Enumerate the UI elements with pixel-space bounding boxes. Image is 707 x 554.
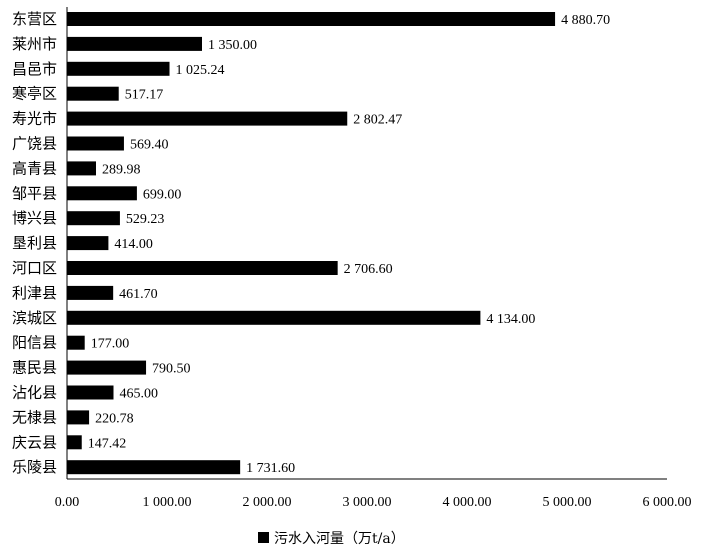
category-label: 乐陵县 [12,458,57,476]
bar [67,36,202,51]
bar [67,360,147,375]
value-label: 1 025.24 [176,63,225,78]
bar [67,12,556,26]
bar [67,111,348,126]
category-label: 东营区 [12,10,57,28]
value-label: 220.78 [95,411,134,426]
bar [67,161,96,176]
category-label: 莱州市 [12,35,57,53]
category-label: 垦利县 [12,234,57,252]
category-label: 寒亭区 [12,85,57,103]
value-label: 517.17 [125,88,164,103]
legend-swatch [258,532,269,543]
category-label: 沾化县 [12,384,57,402]
value-label: 699.00 [143,187,182,202]
x-tick-label: 4 000.00 [443,495,492,510]
value-label: 529.23 [126,212,165,227]
bar [67,236,109,251]
category-label: 庆云县 [12,433,57,451]
category-label: 惠民县 [12,359,57,377]
category-label: 昌邑市 [12,60,57,78]
value-label: 2 706.60 [344,262,393,277]
bar [67,410,90,425]
value-label: 147.42 [88,436,127,451]
x-tick-labels: 0.00 1 000.00 2 000.00 3 000.00 4 000.00 5 00… [55,495,692,510]
bar [67,186,137,201]
value-label: 569.40 [130,138,169,153]
value-label: 461.70 [119,287,158,302]
x-tick-label: 3 000.00 [343,495,392,510]
value-label: 465.00 [120,387,159,402]
legend: 污水入河量（万t/a） [258,531,405,547]
bar [67,86,119,101]
x-tick-label: 6 000.00 [643,495,692,510]
category-labels: 东营区莱州市昌邑市寒亭区寿光市广饶县高青县邹平县博兴县垦利县河口区利津县滨城区阳… [12,10,57,476]
bar [67,435,82,450]
category-label: 滨城区 [12,309,57,327]
category-label: 高青县 [12,159,57,177]
x-tick-label: 2 000.00 [243,495,292,510]
category-label: 博兴县 [12,209,57,227]
value-label: 1 731.60 [246,461,295,476]
category-label: 广饶县 [12,135,57,153]
category-label: 无棣县 [12,408,57,426]
value-label: 177.00 [91,337,130,352]
bar [67,136,124,151]
category-label: 寿光市 [12,110,57,128]
bar [67,211,120,226]
legend-label: 污水入河量（万t/a） [274,531,405,547]
bar [67,385,114,400]
bar [67,261,338,275]
value-label: 1 350.00 [208,38,257,53]
value-label: 2 802.47 [353,113,402,128]
bar [67,310,481,325]
value-label: 4 880.70 [561,13,610,28]
bar [67,285,114,300]
value-label: 414.00 [114,237,152,252]
bar [67,61,170,76]
value-labels: 4 880.70 1 350.00 1 025.24 517.17 2 802.47 56… [88,13,610,476]
value-label: 289.98 [102,162,141,177]
bar [67,460,241,475]
value-label: 4 134.00 [486,312,535,327]
category-label: 邹平县 [12,184,57,202]
bar [67,335,85,350]
category-label: 阳信县 [12,334,57,352]
bars-layer [67,12,556,475]
category-label: 利津县 [12,284,57,302]
category-label: 河口区 [12,259,57,277]
x-tick-label: 5 000.00 [543,495,592,510]
value-label: 790.50 [152,362,191,377]
x-tick-label: 0.00 [55,495,80,510]
x-tick-label: 1 000.00 [143,495,192,510]
